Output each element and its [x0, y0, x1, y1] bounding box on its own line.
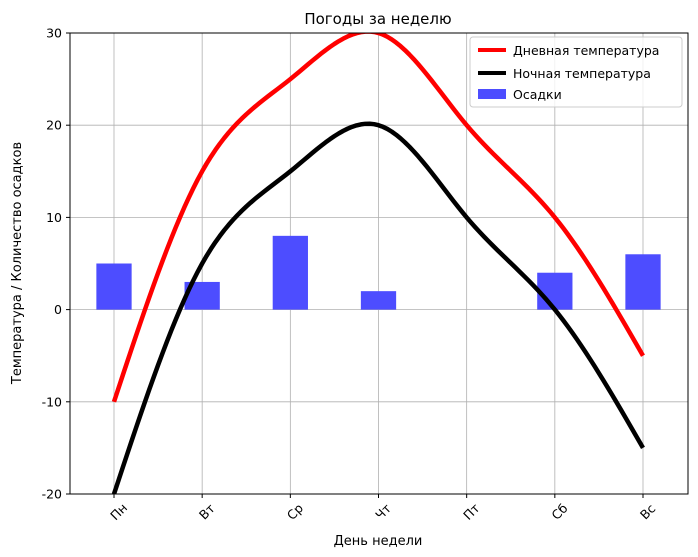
legend-label-precip: Осадки [513, 87, 562, 102]
y-tick-label: -20 [42, 487, 62, 502]
legend: Дневная температура Ночная температура О… [469, 36, 683, 108]
precip-bar [625, 254, 661, 310]
x-tick-label: Сб [548, 500, 570, 522]
precip-bar [96, 263, 132, 310]
day-temperature-line [111, 33, 645, 403]
precipitation-bars [96, 235, 661, 310]
y-axis-label: Температура / Количество осадков [10, 142, 25, 385]
temperature-lines [111, 33, 645, 494]
x-tick-label: Пн [107, 500, 130, 523]
x-axis-label: День недели [334, 534, 423, 549]
y-tick-label: 0 [54, 302, 62, 317]
legend-swatch-precip [478, 89, 506, 99]
precip-bar [360, 291, 397, 310]
x-tick-label: Ср [284, 500, 306, 522]
x-tick-label: Вт [196, 501, 218, 523]
y-axis-ticks: -20 -10 0 10 20 30 [42, 26, 70, 502]
x-axis-ticks: Пн Вт Ср Чт Пт Сб Вс [107, 494, 658, 523]
x-tick-label: Вс [637, 501, 659, 523]
y-tick-label: 30 [46, 26, 62, 41]
legend-label-night: Ночная температура [513, 66, 651, 81]
chart-title: Погоды за неделю [304, 10, 451, 28]
x-tick-label: Пт [460, 500, 482, 522]
night-temperature-line [111, 121, 645, 494]
legend-box [469, 36, 683, 108]
legend-label-day: Дневная температура [513, 43, 659, 58]
y-tick-label: -10 [42, 394, 62, 409]
y-tick-label: 20 [46, 118, 62, 133]
precip-bar [537, 272, 573, 310]
y-tick-label: 10 [46, 210, 62, 225]
precip-bar [272, 235, 308, 310]
x-tick-label: Чт [372, 501, 394, 523]
